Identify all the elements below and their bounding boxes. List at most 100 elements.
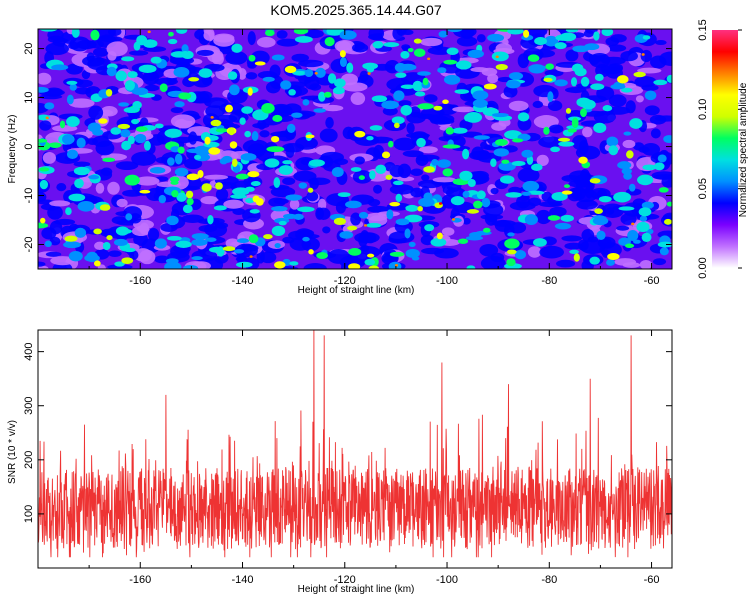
spectrogram-cell	[45, 251, 62, 257]
spectrogram-cell	[560, 214, 574, 222]
spectrogram-cell	[487, 73, 499, 84]
spectrogram-hot-point	[147, 30, 151, 34]
spectrogram-cell	[634, 76, 657, 88]
spectrogram-peak	[186, 197, 194, 206]
spectrogram-cell	[509, 222, 527, 234]
spectrogram-cell	[49, 200, 71, 207]
spectrogram-cell	[593, 122, 607, 134]
spectrogram-peak	[316, 252, 328, 259]
spectrogram-cell	[547, 215, 561, 221]
spectrogram-cell	[623, 131, 632, 136]
spectrogram-peak	[413, 38, 422, 44]
spectrogram-cell	[107, 264, 133, 269]
spectrogram-peak	[39, 167, 50, 172]
spectrogram-peak	[235, 173, 249, 180]
chart-title: KOM5.2025.365.14.44.G07	[270, 2, 441, 18]
colorbar-tick-label: 0.15	[697, 19, 709, 40]
spectrogram-cell	[580, 76, 590, 87]
spectrogram-cell	[164, 261, 182, 269]
spectrogram-cell	[625, 188, 642, 196]
spectrogram-cell	[44, 102, 55, 110]
spectrogram-cell	[608, 63, 623, 73]
spectrogram-peak	[215, 128, 229, 133]
spectrogram-cell	[504, 130, 522, 140]
spectrogram-cell	[531, 163, 543, 171]
spectrogram-cell	[582, 126, 593, 138]
spectrogram-cell	[383, 42, 400, 48]
spectrogram-cell	[167, 38, 178, 45]
spectrogram-cell	[594, 73, 604, 82]
spectrogram-cell	[367, 198, 381, 207]
spectrogram-cell	[116, 198, 128, 208]
spectrogram-cell	[389, 184, 414, 195]
spectrogram-cell	[232, 208, 246, 215]
spectrogram-cell	[118, 102, 130, 107]
spectrogram-cell	[642, 35, 651, 40]
spectrogram-cell	[198, 68, 213, 78]
spectrogram-cell	[587, 236, 599, 243]
spectrogram-cell	[633, 239, 641, 244]
spectrogram-cell	[606, 136, 619, 147]
spectrogram-peak	[589, 178, 601, 184]
spectrogram-cell	[405, 132, 430, 139]
spectrogram-cell	[580, 168, 590, 183]
spectrogram-hot-point	[631, 222, 635, 226]
snr-panel: -160 -140 -120 -100 -80 -60 100 200 300 400 Heig…	[7, 329, 673, 595]
spectrogram-peak	[442, 168, 453, 177]
spectrogram-peak	[117, 123, 131, 129]
spectrogram-cell	[636, 221, 650, 233]
spectrogram-cell	[395, 72, 407, 78]
spectrogram-cell	[170, 107, 184, 114]
spectrogram-cell	[442, 144, 461, 149]
spectrogram-cell	[115, 70, 127, 82]
spectrogram-hot-point	[641, 53, 645, 56]
spectrogram-cell	[491, 51, 509, 62]
spectrogram-cell	[38, 261, 46, 267]
spectrogram-cell	[606, 44, 627, 52]
spectrogram-cell	[138, 64, 157, 74]
spectrogram-peak	[225, 104, 233, 113]
spectrogram-peak	[565, 108, 572, 114]
spectrogram-cell	[47, 35, 65, 43]
spectrogram-peak	[274, 261, 286, 269]
spectrogram-cell	[352, 43, 369, 53]
spectrogram-hot-point	[210, 116, 214, 119]
spectrogram-cell	[368, 29, 385, 41]
spectrogram-cell	[564, 87, 587, 94]
spectrogram-cell	[455, 60, 472, 70]
colorbar-ticks: 0.00 0.05 0.10 0.15	[697, 19, 742, 279]
spectrogram-cell	[571, 117, 579, 129]
spectrogram-cell	[56, 183, 67, 192]
spectrogram-cell	[472, 99, 488, 108]
spectrogram-cell	[339, 57, 347, 68]
spectrogram-cell	[271, 206, 288, 212]
spectrogram-cell	[313, 108, 326, 113]
spectrogram-peak	[159, 83, 168, 92]
spectrogram-cell	[561, 235, 583, 242]
spectrogram-cell	[541, 191, 553, 202]
spectrogram-cell	[302, 99, 310, 106]
spectrogram-cell	[94, 241, 106, 250]
spectrogram-cell	[324, 36, 335, 47]
spectrogram-peak	[93, 260, 101, 267]
spectrogram-cell	[261, 103, 275, 114]
spectrogram-cell	[507, 232, 515, 237]
spectrogram-cell	[65, 63, 83, 75]
spectrogram-peak	[567, 128, 577, 133]
spectrogram-cell	[554, 79, 568, 87]
spectrogram-cell	[308, 159, 325, 167]
spectrogram-cell	[405, 248, 420, 259]
spectrogram-peak	[494, 138, 508, 146]
spectrogram-blobs	[38, 29, 672, 269]
spectrogram-cell	[121, 140, 132, 151]
spectrogram-cell	[249, 209, 260, 214]
spectrogram-cell	[167, 235, 182, 241]
spectrogram-cell	[127, 71, 138, 78]
snr-y-tick-label: 100	[23, 505, 35, 523]
spectrogram-cell	[270, 186, 296, 198]
spectrogram-cell	[375, 164, 387, 174]
spectrogram-cell	[227, 71, 238, 80]
spectrogram-peak	[422, 77, 429, 86]
spectrogram-cell	[164, 128, 183, 138]
snr-x-ticks: -160 -140 -120 -100 -80 -60	[37, 330, 660, 586]
